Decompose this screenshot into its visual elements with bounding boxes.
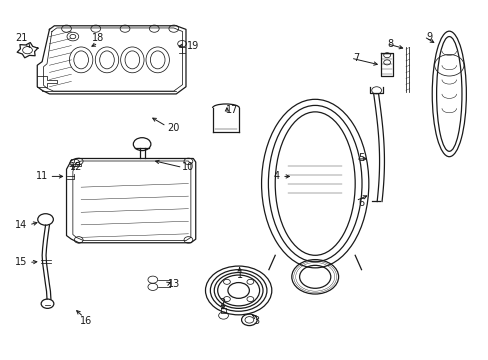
Text: 10: 10 [182,162,194,172]
Text: 3: 3 [253,316,259,325]
Text: 19: 19 [187,41,199,50]
Text: 18: 18 [92,33,104,43]
Text: 16: 16 [80,316,92,325]
Text: 9: 9 [426,32,432,41]
Text: 12: 12 [70,162,82,172]
Text: 5: 5 [358,153,364,163]
Text: 15: 15 [15,257,27,267]
Text: 6: 6 [358,198,364,208]
Text: 21: 21 [15,33,27,43]
Text: 2: 2 [219,298,225,308]
Text: 13: 13 [167,279,180,289]
Text: 8: 8 [387,39,393,49]
Text: 1: 1 [236,270,242,280]
Text: 14: 14 [15,220,27,230]
Text: 4: 4 [273,171,279,181]
Text: 7: 7 [353,53,359,63]
Text: 17: 17 [225,105,238,115]
Text: 20: 20 [167,123,180,133]
Text: 11: 11 [36,171,48,181]
